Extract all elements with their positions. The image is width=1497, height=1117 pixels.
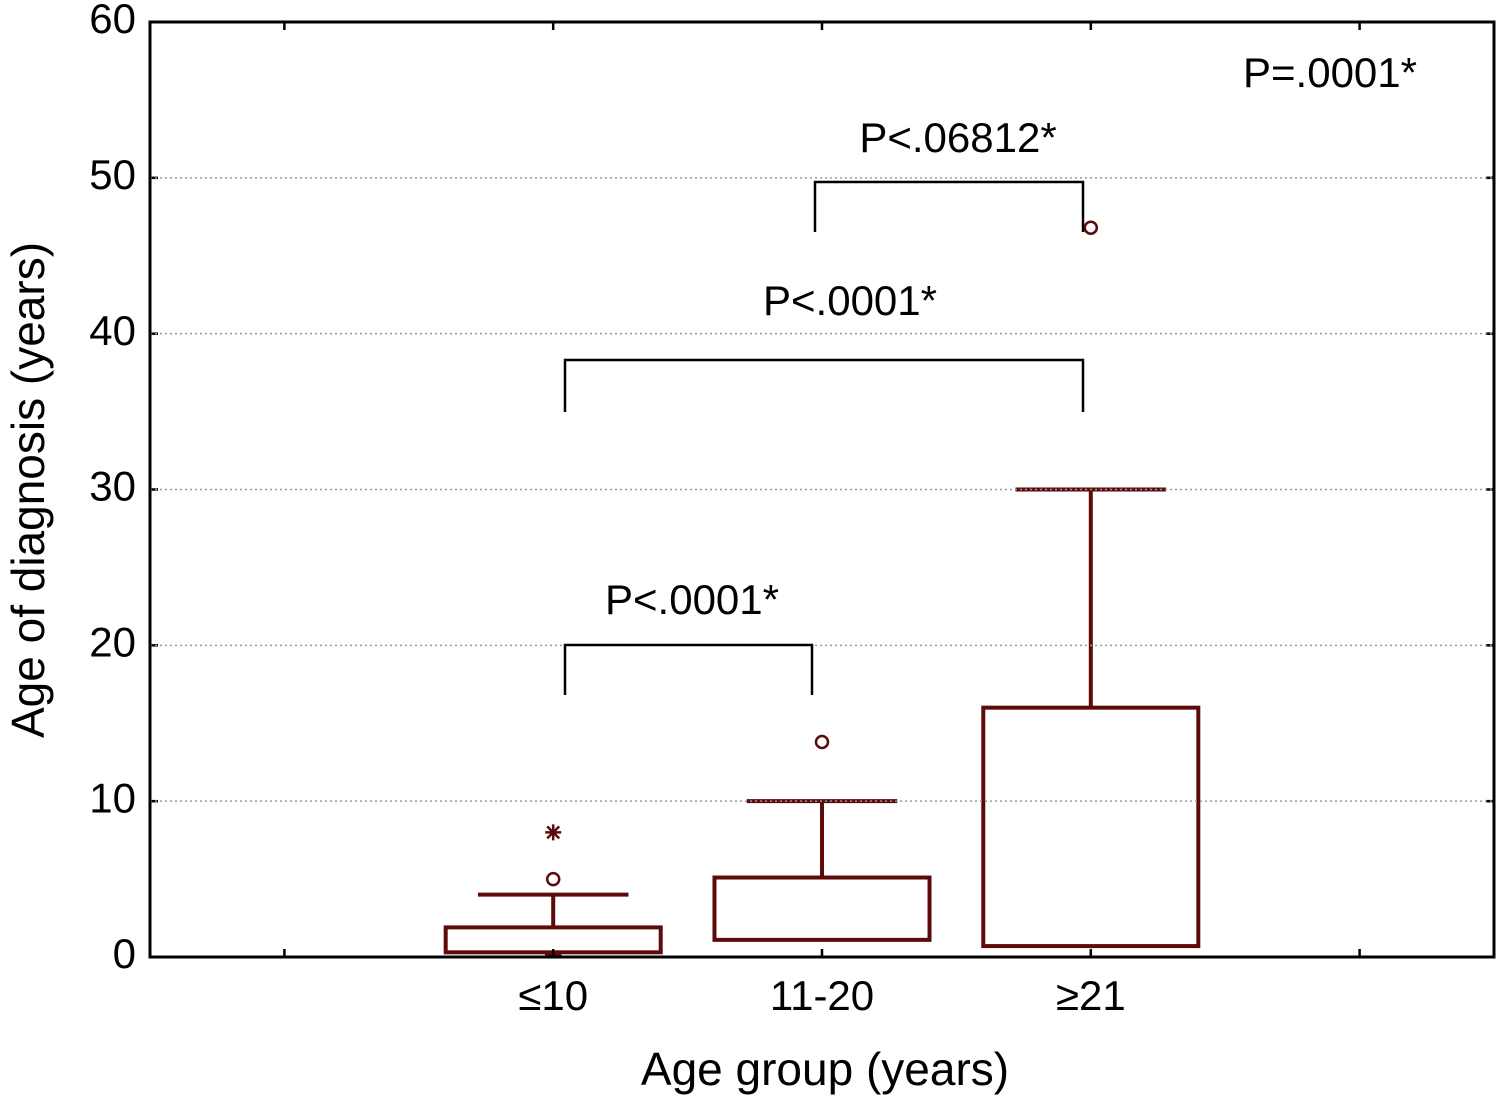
- box: [443, 925, 663, 955]
- bracket: [813, 180, 1085, 232]
- y-tick-label: 40: [89, 307, 136, 354]
- extreme: [545, 824, 562, 841]
- outlier: [814, 734, 830, 750]
- bracket: [563, 358, 1085, 412]
- x-axis-title: Age group (years): [641, 1043, 1009, 1095]
- x-tick-label: ≥21: [1056, 972, 1126, 1019]
- box: [712, 875, 932, 942]
- y-tick-label: 50: [89, 151, 136, 198]
- outlier: [1083, 220, 1099, 235]
- y-tick-label: 10: [89, 774, 136, 821]
- box: [981, 705, 1201, 949]
- annotation: P<.0001*: [605, 576, 779, 623]
- outlier: [545, 871, 561, 887]
- x-tick-label: 11-20: [770, 972, 874, 1019]
- bracket: [563, 643, 814, 695]
- y-tick-label: 60: [89, 0, 136, 42]
- annotation: P<.0001*: [763, 277, 937, 324]
- plot-frame: [148, 20, 1496, 959]
- annotation: P=.0001*: [1243, 49, 1417, 96]
- y-tick-label: 20: [89, 618, 136, 665]
- annotation: P<.06812*: [859, 114, 1056, 161]
- y-tick-label: 30: [89, 463, 136, 510]
- y-axis-title: Age of diagnosis (years): [2, 242, 54, 738]
- x-tick-label: ≤10: [518, 972, 588, 1019]
- y-tick-label: 0: [113, 930, 136, 977]
